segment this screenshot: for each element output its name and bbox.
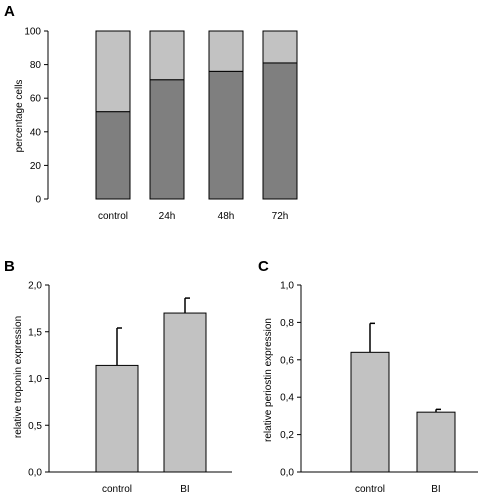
panel-a-bar-lower-72h [262, 62, 298, 200]
panel-a-bars [95, 30, 298, 200]
panel-a-y-tick-label: 60 [30, 94, 42, 105]
panel-a-categories: control 24h 48h 72h [98, 211, 288, 222]
panel-a-category-label: 24h [159, 211, 176, 222]
panel-c-y-tick-label: 0,6 [280, 355, 294, 366]
panel-b-y-axis-label: relative troponin expression [13, 316, 24, 438]
panel-a-y-tick-label: 20 [30, 161, 42, 172]
panel-b-y-tick-label: 2,0 [28, 281, 42, 292]
panel-a-category-label: 48h [218, 211, 235, 222]
panel-a-bar-upper-72h [262, 30, 298, 64]
panel-b-category-label: control [102, 484, 132, 495]
panel-a-y-ticks: 0 20 40 60 80 100 [24, 27, 49, 206]
panel-a-letter: A [4, 3, 15, 20]
panel-c-y-tick-label: 1,0 [280, 281, 294, 292]
panel-a-category-label: control [98, 211, 128, 222]
panel-c-y-tick-label: 0,8 [280, 318, 294, 329]
panel-a-bar-upper-24h [149, 30, 185, 81]
panel-b-letter: B [4, 258, 15, 275]
panel-b-categories: control BI [102, 484, 190, 495]
panel-b: B relative troponin expression 0,0 0,5 1,0… [4, 258, 232, 495]
panel-b-y-tick-label: 1,0 [28, 374, 42, 385]
panel-c: C relative periostin expression 0,0 0,2 0,… [258, 258, 478, 495]
panel-a-bar-lower-24h [149, 79, 185, 200]
panel-c-category-label: control [355, 484, 385, 495]
panel-c-y-tick-label: 0,4 [280, 393, 294, 404]
panel-b-bars [95, 297, 207, 473]
panel-b-y-tick-label: 1,5 [28, 327, 42, 338]
panel-c-y-tick-label: 0,2 [280, 430, 294, 441]
panel-b-bar-control [95, 364, 139, 473]
panel-a-y-tick-label: 80 [30, 60, 42, 71]
panel-c-category-label: BI [431, 484, 440, 495]
panel-a-y-axis-label: percentage cells [14, 80, 25, 153]
panel-a-bar-upper-control [95, 30, 131, 113]
panel-c-categories: control BI [355, 484, 441, 495]
panel-a-bar-lower-control [95, 111, 131, 200]
panel-a-category-label: 72h [272, 211, 289, 222]
panel-b-y-tick-label: 0,5 [28, 421, 42, 432]
panel-c-y-axis-label: relative periostin expression [263, 318, 274, 442]
panel-a-bar-upper-48h [208, 30, 244, 72]
panel-a-y-tick-label: 0 [35, 195, 41, 206]
panel-a: A percentage cells 0 20 40 60 80 100 control 2… [4, 3, 298, 222]
panel-a-y-tick-label: 100 [24, 27, 41, 38]
panel-c-letter: C [258, 258, 269, 275]
panel-b-y-tick-label: 0,0 [28, 468, 42, 479]
panel-c-y-tick-label: 0,0 [280, 468, 294, 479]
panel-a-bar-lower-48h [208, 70, 244, 200]
panel-a-y-tick-label: 40 [30, 127, 42, 138]
panel-b-bar-BI [163, 312, 207, 473]
panel-c-bar-control [350, 351, 390, 473]
panel-c-bars [350, 322, 456, 473]
panel-b-category-label: BI [180, 484, 189, 495]
panel-c-bar-BI [416, 411, 456, 473]
